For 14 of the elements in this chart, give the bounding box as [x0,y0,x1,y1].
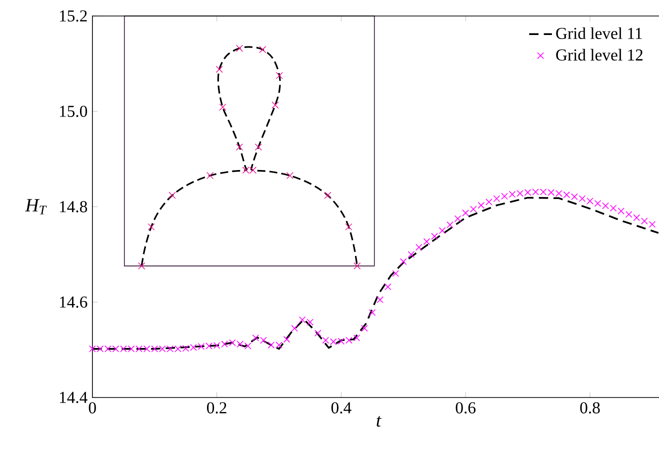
x-tick-label: 0.2 [207,402,226,414]
y-tick-label: 15.2 [60,10,87,22]
y-tick-label: 14.4 [60,392,88,404]
legend-label: Grid level 12 [556,48,642,61]
x-tick-label: 0 [88,402,96,414]
x-tick-label: 0.8 [580,402,600,414]
y-tick-label: 14.8 [60,201,88,212]
x-axis-title: t [376,416,382,427]
x-tick-label: 0.4 [331,402,352,414]
y-tick-label: 14.6 [60,296,88,308]
y-tick-label: 15.0 [60,106,88,118]
y-axis-title: H$_{T}$ [25,199,47,214]
x-tick-label: 0.6 [456,402,476,414]
legend-label: Grid level 11 [556,27,642,40]
